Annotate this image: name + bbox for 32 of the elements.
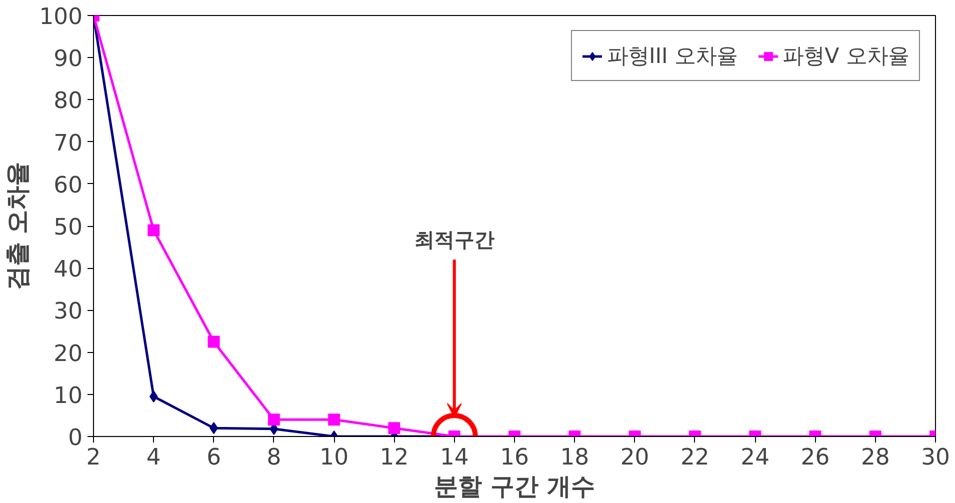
y-axis-title: 검출 오차율 bbox=[3, 162, 32, 290]
x-tick-label: 2 bbox=[86, 444, 101, 470]
y-tick-label: 40 bbox=[54, 256, 83, 283]
legend-label: 파형V 오차율 bbox=[782, 43, 909, 70]
x-tick-label: 10 bbox=[320, 444, 348, 470]
y-tick-label: 0 bbox=[68, 425, 83, 451]
legend-label: 파형III 오차율 bbox=[606, 43, 738, 70]
x-tick-label: 24 bbox=[740, 444, 770, 470]
x-tick-label: 8 bbox=[266, 444, 282, 470]
y-tick-label: 20 bbox=[54, 340, 83, 367]
y-tick-label: 50 bbox=[54, 214, 83, 240]
x-tick-label: 18 bbox=[560, 444, 590, 470]
x-tick-label: 26 bbox=[800, 444, 830, 470]
x-tick-label: 6 bbox=[206, 444, 221, 470]
x-tick-label: 12 bbox=[380, 444, 409, 470]
annotation: 최적구간 bbox=[414, 227, 494, 252]
x-tick-label: 16 bbox=[500, 444, 529, 470]
x-tick-label: 4 bbox=[146, 444, 161, 470]
point bbox=[148, 224, 160, 236]
x-axis-title: 분할 구간 개수 bbox=[434, 472, 595, 500]
y-tick-label: 10 bbox=[54, 382, 83, 409]
x-tick-label: 20 bbox=[620, 444, 650, 470]
x-tick-label: 28 bbox=[860, 444, 890, 470]
y-tick-label: 70 bbox=[54, 130, 83, 156]
y-tick-label: 90 bbox=[54, 46, 83, 72]
x-tick-label: 22 bbox=[680, 444, 710, 470]
y-tick-label: 100 bbox=[39, 4, 83, 30]
x-tick-label: 14 bbox=[440, 444, 469, 470]
y-tick-label: 80 bbox=[54, 88, 83, 114]
x-tick-label: 30 bbox=[921, 444, 950, 470]
y-tick-label: 60 bbox=[54, 172, 83, 198]
y-tick-label: 30 bbox=[54, 298, 83, 325]
